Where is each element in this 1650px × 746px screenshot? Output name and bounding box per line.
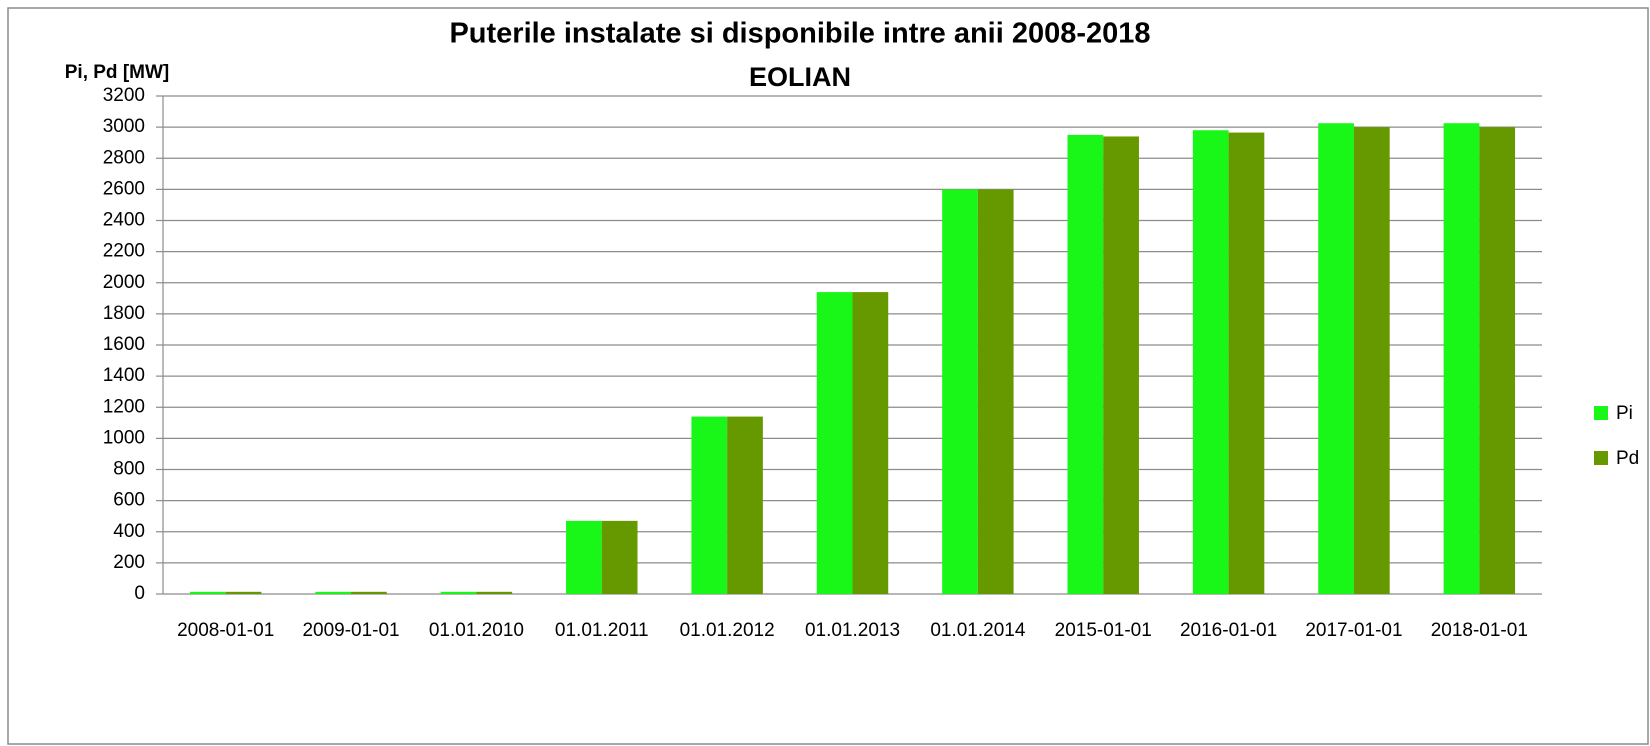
legend-swatch: [1594, 406, 1608, 420]
x-tick-label: 2008-01-01: [177, 620, 274, 641]
bar: [476, 591, 513, 594]
x-tick-label: 2016-01-01: [1180, 620, 1277, 641]
y-tick-label: 2600: [103, 178, 145, 199]
y-tick-label: 1200: [103, 396, 145, 417]
bar: [189, 591, 226, 594]
x-tick-label: 2015-01-01: [1055, 620, 1152, 641]
y-tick-label: 2200: [103, 241, 145, 262]
y-tick-label: 2000: [103, 272, 145, 293]
y-tick-label: 0: [134, 583, 145, 604]
y-tick-label: 1600: [103, 334, 145, 355]
legend-swatch: [1594, 451, 1608, 465]
bar: [852, 292, 889, 594]
bar: [942, 189, 978, 594]
bar: [351, 591, 387, 594]
bar: [1192, 130, 1229, 595]
bar: [1443, 123, 1480, 594]
bar: [1353, 127, 1390, 594]
y-tick-label: 600: [113, 490, 145, 511]
y-tick-label: 2800: [103, 147, 145, 168]
x-tick-label: 2018-01-01: [1431, 620, 1528, 641]
bar: [315, 591, 352, 594]
chart-subtitle: EOLIAN: [749, 62, 851, 92]
x-tick-label: 01.01.2010: [429, 620, 524, 641]
y-tick-label: 3000: [103, 116, 145, 137]
chart-title: Puterile instalate si disponibile intre …: [449, 18, 1150, 50]
y-tick-label: 1400: [103, 365, 145, 386]
y-tick-label: 400: [113, 521, 145, 542]
bar: [1067, 134, 1104, 594]
bar: [816, 292, 853, 594]
y-tick-label: 3200: [103, 85, 145, 106]
x-tick-label: 01.01.2011: [555, 620, 649, 641]
bar: [225, 591, 262, 594]
y-tick-label: 1800: [103, 303, 145, 324]
x-tick-label: 2017-01-01: [1305, 620, 1402, 641]
bar: [440, 591, 477, 594]
bar: [977, 189, 1014, 594]
y-axis-label: Pi, Pd [MW]: [65, 62, 169, 83]
bar: [727, 416, 763, 594]
x-tick-label: 01.01.2014: [930, 620, 1026, 641]
bar: [1103, 136, 1139, 594]
bar: [1479, 127, 1516, 594]
y-tick-label: 1000: [103, 427, 145, 448]
bar: [566, 520, 602, 594]
y-tick-label: 2400: [103, 210, 145, 231]
legend-label: Pd: [1616, 448, 1639, 469]
y-tick-label: 800: [113, 459, 145, 480]
x-tick-label: 2009-01-01: [302, 620, 399, 641]
bar: [1318, 123, 1354, 594]
bar: [1228, 132, 1265, 594]
x-tick-label: 01.01.2012: [680, 620, 775, 641]
bar: [601, 520, 638, 594]
y-tick-label: 200: [113, 552, 145, 573]
bar: [691, 416, 728, 594]
x-tick-label: 01.01.2013: [805, 620, 900, 641]
legend-label: Pi: [1616, 403, 1633, 424]
